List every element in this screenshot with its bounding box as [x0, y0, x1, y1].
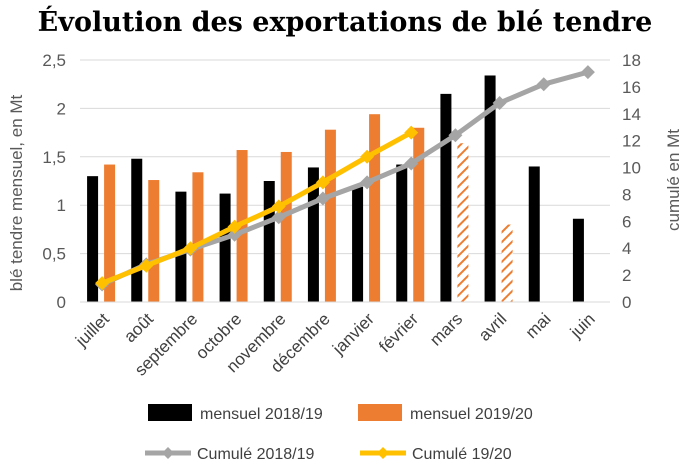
y-tick-label: 0,5: [42, 245, 66, 264]
data-point: [271, 210, 286, 225]
data-point: [139, 258, 154, 273]
data-point: [271, 199, 286, 214]
bar: [219, 193, 231, 302]
data-point: [360, 175, 375, 190]
legend-item: mensuel 2019/20: [358, 404, 533, 423]
bar: [263, 181, 275, 302]
y2-tick-label: 10: [622, 159, 641, 178]
y2-tick-label: 14: [622, 105, 641, 124]
x-tick-label: août: [120, 309, 157, 346]
y-tick-label: 1,5: [42, 148, 66, 167]
bar: [528, 166, 540, 302]
bar: [192, 172, 204, 302]
bar: [352, 186, 364, 302]
data-point: [227, 227, 242, 242]
legend-label: mensuel 2018/19: [200, 406, 323, 423]
y2-tick-label: 18: [622, 51, 641, 70]
y2-tick-label: 6: [622, 212, 631, 231]
y-tick-label: 2,5: [42, 51, 66, 70]
chart-title: Évolution des exportations de blé tendre: [38, 5, 653, 38]
legend-swatch: [358, 404, 402, 421]
series-line: [101, 130, 413, 286]
x-tick-label: mars: [426, 309, 466, 349]
data-point: [227, 219, 242, 234]
bar: [148, 180, 160, 302]
bar: [131, 158, 143, 302]
legend-label: Cumulé 19/20: [412, 446, 512, 463]
bars: [87, 75, 584, 302]
legend-marker: [377, 447, 389, 459]
legend: mensuel 2018/19 mensuel 2019/20 Cumulé 201…: [145, 404, 533, 463]
x-tick-label: avril: [475, 309, 510, 344]
y2-tick-label: 2: [622, 266, 631, 285]
lines: [95, 65, 595, 292]
data-point: [492, 96, 507, 111]
bar: [572, 218, 584, 302]
legend-marker: [162, 447, 174, 459]
data-point: [404, 125, 419, 140]
legend-item: mensuel 2018/19: [148, 404, 323, 423]
bar: [87, 176, 99, 302]
bar: [175, 191, 187, 302]
x-tick-label: mai: [522, 309, 555, 342]
bar: [307, 167, 319, 302]
y2-tick-label: 12: [622, 132, 641, 151]
x-tick-label: juin: [566, 309, 599, 342]
y2-tick-label: 16: [622, 78, 641, 97]
x-tick-label: juillet: [71, 309, 113, 351]
bar: [440, 93, 452, 302]
data-point: [95, 276, 110, 291]
data-point: [580, 65, 595, 80]
data-point: [404, 156, 419, 171]
legend-item: Cumulé 2018/19: [145, 446, 315, 463]
legend-label: mensuel 2019/20: [410, 406, 533, 423]
y-axis-title: blé tendre mensuel, en Mt: [7, 94, 26, 291]
bar: [413, 127, 425, 302]
bar: [396, 164, 408, 302]
x-tick-label: janvier: [328, 309, 378, 359]
data-point: [448, 128, 463, 143]
bar: [324, 129, 336, 302]
y2-tick-label: 0: [622, 293, 631, 312]
y2-tick-label: 4: [622, 239, 631, 258]
y2-axis-title: cumulé en Mt: [664, 129, 683, 231]
data-point: [536, 77, 551, 92]
data-point: [360, 149, 375, 164]
legend-item: Cumulé 19/20: [360, 446, 512, 463]
bar: [484, 75, 496, 302]
y-tick-label: 2: [57, 99, 66, 118]
bar: [369, 114, 381, 302]
bar: [457, 143, 469, 302]
bar: [501, 224, 513, 302]
y-tick-label: 0: [57, 293, 66, 312]
data-point: [315, 191, 330, 206]
data-point: [315, 175, 330, 190]
y-tick-label: 1: [57, 196, 66, 215]
legend-swatch: [148, 404, 192, 421]
data-point: [183, 241, 198, 256]
x-tick-label: février: [375, 309, 422, 356]
legend-label: Cumulé 2018/19: [197, 446, 315, 463]
y2-tick-label: 8: [622, 185, 631, 204]
bar: [104, 164, 116, 302]
bar: [280, 151, 292, 302]
